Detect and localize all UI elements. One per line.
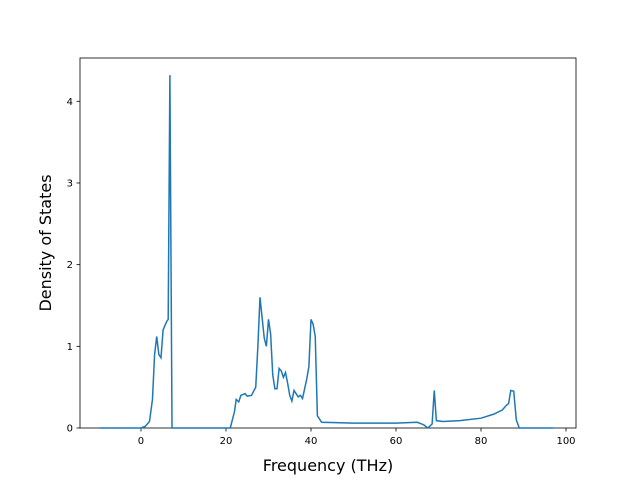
x-tick-label: 80 bbox=[475, 436, 488, 447]
y-tick-label: 4 bbox=[67, 97, 73, 108]
data-line bbox=[100, 75, 554, 429]
x-tick-label: 20 bbox=[220, 436, 233, 447]
x-tick-label: 100 bbox=[556, 436, 575, 447]
x-tick-label: 60 bbox=[390, 436, 403, 447]
y-tick-label: 3 bbox=[67, 178, 73, 189]
y-tick-label: 1 bbox=[67, 342, 73, 353]
plot-frame bbox=[79, 57, 577, 429]
x-tick-label: 0 bbox=[138, 436, 144, 447]
x-tick-label: 40 bbox=[305, 436, 318, 447]
y-tick-label: 2 bbox=[67, 260, 73, 271]
x-axis-label: Frequency (THz) bbox=[263, 456, 393, 475]
y-axis-label: Density of States bbox=[36, 174, 55, 311]
y-tick-label: 0 bbox=[67, 424, 73, 435]
